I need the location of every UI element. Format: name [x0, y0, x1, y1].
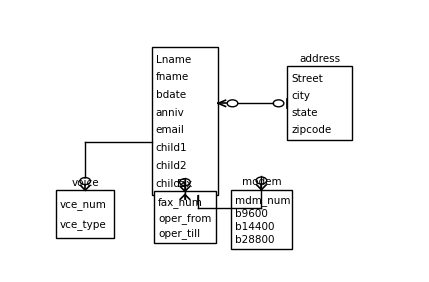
Text: b28800: b28800 [235, 235, 274, 245]
Text: bdate: bdate [156, 90, 186, 100]
Text: oper_till: oper_till [158, 228, 200, 239]
Bar [287, 67, 352, 140]
Text: city: city [291, 91, 310, 101]
Text: b9600: b9600 [235, 209, 268, 219]
Bar [152, 47, 218, 195]
Text: voice: voice [71, 178, 99, 188]
Text: email: email [156, 125, 184, 135]
Text: vce_num: vce_num [60, 199, 107, 210]
Text: anniv: anniv [156, 108, 184, 118]
Text: state: state [291, 108, 318, 118]
Text: zipcode: zipcode [291, 125, 332, 135]
Text: child1: child1 [156, 143, 187, 153]
Bar [231, 190, 292, 249]
Text: address: address [299, 54, 340, 64]
Text: child2: child2 [156, 161, 187, 171]
Text: oper_from: oper_from [158, 213, 211, 224]
Text: b14400: b14400 [235, 222, 274, 232]
Text: Lname: Lname [156, 55, 191, 65]
Text: modem: modem [242, 177, 281, 187]
Text: fax_num: fax_num [158, 197, 203, 208]
Text: mdm_num: mdm_num [235, 195, 290, 206]
Text: fax: fax [177, 179, 193, 189]
Text: vce_type: vce_type [60, 220, 107, 231]
Bar [154, 191, 216, 243]
Text: Street: Street [291, 74, 323, 84]
Text: child3: child3 [156, 179, 187, 188]
Text: fname: fname [156, 72, 189, 82]
Bar [56, 190, 114, 238]
